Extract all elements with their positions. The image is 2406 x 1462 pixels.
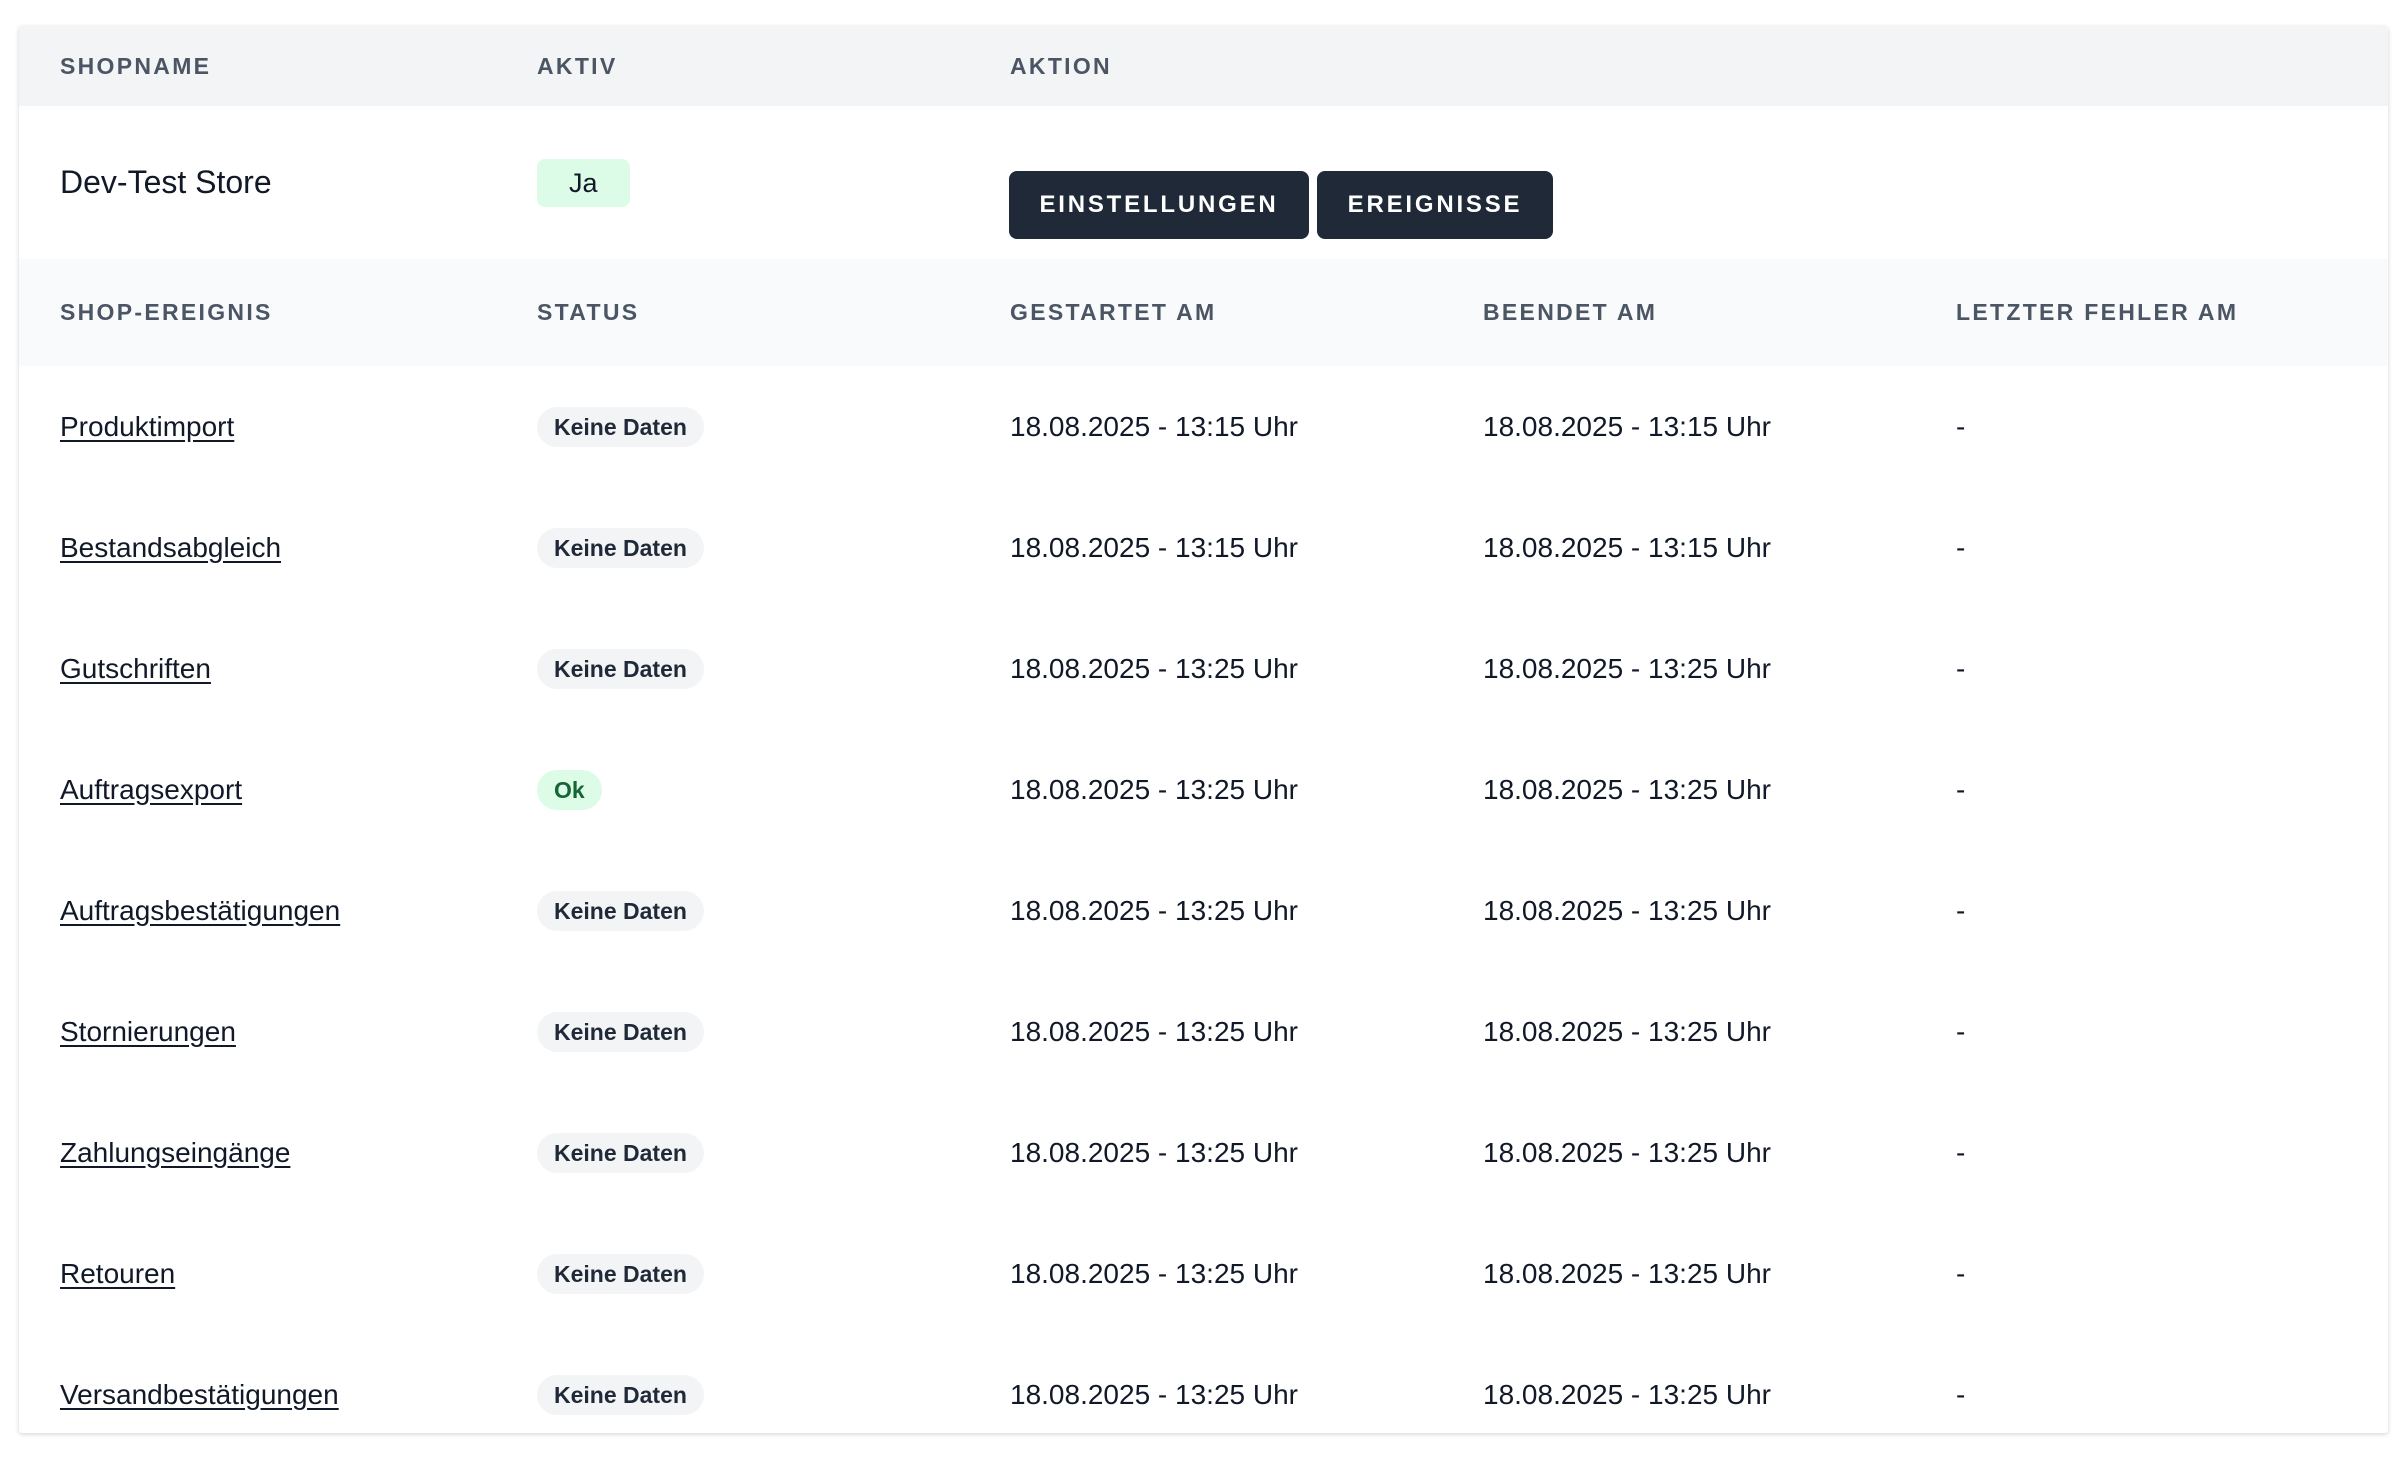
started-at: 18.08.2025 - 13:25 Uhr <box>1010 1015 1298 1047</box>
last-error-at: - <box>1956 1136 1966 1168</box>
status-badge: Keine Daten <box>537 1253 704 1294</box>
event-link[interactable]: Bestandsabgleich <box>60 531 282 563</box>
started-at: 18.08.2025 - 13:25 Uhr <box>1010 652 1298 684</box>
header-last-error: LETZTER FEHLER AM <box>1956 299 2239 325</box>
started-at: 18.08.2025 - 13:15 Uhr <box>1010 531 1298 563</box>
ended-at: 18.08.2025 - 13:25 Uhr <box>1483 1136 1771 1168</box>
header-ended: BEENDET AM <box>1483 299 1658 325</box>
header-started: GESTARTET AM <box>1010 299 1217 325</box>
started-at: 18.08.2025 - 13:15 Uhr <box>1010 410 1298 442</box>
ended-at: 18.08.2025 - 13:25 Uhr <box>1483 1257 1771 1289</box>
event-link[interactable]: Retouren <box>60 1257 176 1289</box>
last-error-at: - <box>1956 652 1966 684</box>
table-row: Gutschriften Keine Daten 18.08.2025 - 13… <box>19 608 2388 729</box>
started-at: 18.08.2025 - 13:25 Uhr <box>1010 894 1298 926</box>
last-error-at: - <box>1956 1015 1966 1047</box>
last-error-at: - <box>1956 531 1966 563</box>
started-at: 18.08.2025 - 13:25 Uhr <box>1010 773 1298 805</box>
last-error-at: - <box>1956 1257 1966 1289</box>
ended-at: 18.08.2025 - 13:25 Uhr <box>1483 1378 1771 1410</box>
status-badge: Keine Daten <box>537 1011 704 1052</box>
ended-at: 18.08.2025 - 13:15 Uhr <box>1483 531 1771 563</box>
ended-at: 18.08.2025 - 13:25 Uhr <box>1483 894 1771 926</box>
header-shop-event: SHOP-EREIGNIS <box>60 299 273 325</box>
started-at: 18.08.2025 - 13:25 Uhr <box>1010 1378 1298 1410</box>
ended-at: 18.08.2025 - 13:25 Uhr <box>1483 773 1771 805</box>
last-error-at: - <box>1956 1378 1966 1410</box>
table-row: Retouren Keine Daten 18.08.2025 - 13:25 … <box>19 1213 2388 1334</box>
status-badge: Keine Daten <box>537 406 704 447</box>
ended-at: 18.08.2025 - 13:25 Uhr <box>1483 652 1771 684</box>
event-link[interactable]: Stornierungen <box>60 1015 236 1047</box>
table-row: Auftragsexport Ok 18.08.2025 - 13:25 Uhr… <box>19 729 2388 850</box>
ended-at: 18.08.2025 - 13:15 Uhr <box>1483 410 1771 442</box>
event-link[interactable]: Auftragsbestätigungen <box>60 894 341 926</box>
table-row: Versandbestätigungen Keine Daten 18.08.2… <box>19 1334 2388 1433</box>
table-row: Stornierungen Keine Daten 18.08.2025 - 1… <box>19 971 2388 1092</box>
events-button[interactable]: EREIGNISSE <box>1317 171 1553 239</box>
event-link[interactable]: Auftragsexport <box>60 773 243 805</box>
ended-at: 18.08.2025 - 13:25 Uhr <box>1483 1015 1771 1047</box>
event-link[interactable]: Versandbestätigungen <box>60 1378 339 1410</box>
event-link[interactable]: Produktimport <box>60 410 235 442</box>
status-badge: Keine Daten <box>537 527 704 568</box>
started-at: 18.08.2025 - 13:25 Uhr <box>1010 1257 1298 1289</box>
started-at: 18.08.2025 - 13:25 Uhr <box>1010 1136 1298 1168</box>
last-error-at: - <box>1956 894 1966 926</box>
shop-table-header: SHOPNAME AKTIV AKTION <box>19 26 2388 106</box>
header-status: STATUS <box>537 299 640 325</box>
shop-name: Dev-Test Store <box>60 164 272 200</box>
header-aktiv: AKTIV <box>537 52 618 79</box>
status-badge: Ok <box>537 769 602 810</box>
event-link[interactable]: Gutschriften <box>60 652 211 684</box>
table-row: Produktimport Keine Daten 18.08.2025 - 1… <box>19 366 2388 487</box>
status-badge: Keine Daten <box>537 1374 704 1415</box>
shop-row: Dev-Test Store Ja EINSTELLUNGEN EREIGNIS… <box>19 106 2388 261</box>
event-link[interactable]: Zahlungseingänge <box>60 1136 291 1168</box>
last-error-at: - <box>1956 773 1966 805</box>
status-badge: Keine Daten <box>537 1132 704 1173</box>
header-shopname: SHOPNAME <box>60 52 212 79</box>
status-badge: Keine Daten <box>537 890 704 931</box>
table-row: Zahlungseingänge Keine Daten 18.08.2025 … <box>19 1092 2388 1213</box>
table-row: Bestandsabgleich Keine Daten 18.08.2025 … <box>19 487 2388 608</box>
last-error-at: - <box>1956 410 1966 442</box>
table-row: Auftragsbestätigungen Keine Daten 18.08.… <box>19 850 2388 971</box>
settings-button[interactable]: EINSTELLUNGEN <box>1009 171 1309 239</box>
events-table-header: SHOP-EREIGNIS STATUS GESTARTET AM BEENDE… <box>19 259 2388 366</box>
active-badge: Ja <box>537 158 630 207</box>
header-aktion: AKTION <box>1010 52 1112 79</box>
status-badge: Keine Daten <box>537 648 704 689</box>
shop-card: SHOPNAME AKTIV AKTION Dev-Test Store Ja … <box>19 26 2388 1433</box>
